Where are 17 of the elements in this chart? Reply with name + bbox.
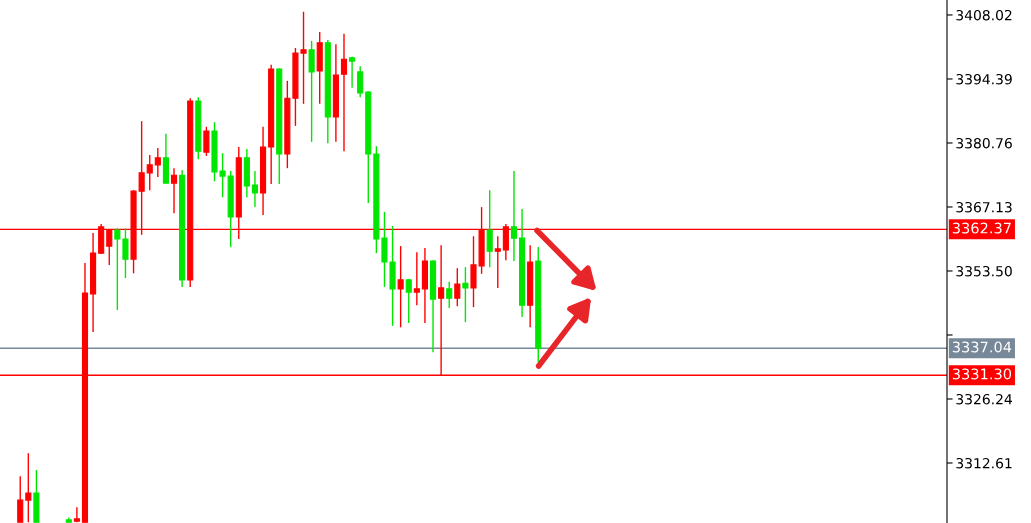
candlestick: [397, 245, 404, 329]
candlestick: [462, 266, 469, 323]
y-tick-label: 3408.02: [956, 9, 1012, 21]
candlestick: [494, 235, 501, 289]
candlestick: [25, 452, 32, 523]
y-tick-label: 3326.24: [956, 393, 1012, 405]
ref-line-label: 3362.37: [952, 222, 1011, 234]
y-tick-label: 3367.13: [956, 201, 1012, 213]
y-tick-label: 3312.61: [956, 457, 1012, 469]
y-tick-label: 3353.50: [956, 265, 1012, 277]
y-tick-label: 3380.76: [956, 137, 1012, 149]
ref-line-label: 3331.30: [952, 368, 1012, 380]
candlestick: [308, 40, 315, 143]
y-tick-label: 3394.39: [956, 73, 1012, 85]
candlestick: [203, 126, 210, 157]
ref-line-label: 3337.04: [952, 341, 1012, 353]
candlestick: [33, 469, 40, 523]
